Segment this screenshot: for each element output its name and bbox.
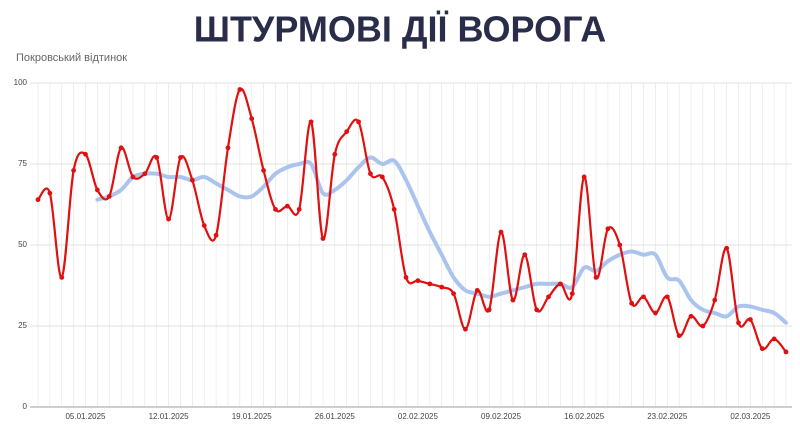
data-point [700, 323, 706, 329]
x-tick-label: 09.02.2025 [481, 412, 522, 421]
data-point [166, 216, 172, 222]
data-point [534, 307, 540, 313]
data-point [641, 294, 646, 300]
data-point [35, 197, 41, 203]
data-point [736, 320, 741, 326]
data-point [783, 349, 789, 355]
x-tick-label: 02.03.2025 [730, 412, 771, 421]
data-point [558, 281, 563, 287]
y-tick-label: 100 [14, 78, 28, 87]
data-point [581, 174, 587, 180]
data-point [724, 245, 730, 251]
data-point [617, 242, 623, 248]
data-point [747, 317, 753, 322]
x-tick-label: 02.02.2025 [398, 412, 439, 421]
data-point [368, 171, 373, 177]
series-line [36, 87, 788, 354]
data-point [59, 275, 65, 280]
x-tick-label: 19.01.2025 [232, 412, 273, 421]
data-point [712, 297, 718, 303]
data-point [652, 310, 658, 316]
data-point [83, 151, 88, 157]
data-point [463, 326, 468, 332]
data-point [605, 226, 611, 232]
data-point [510, 297, 516, 303]
data-point [213, 232, 219, 238]
data-point [569, 291, 575, 296]
x-tick-label: 16.02.2025 [564, 412, 605, 421]
data-point [474, 287, 480, 293]
data-point [593, 275, 599, 280]
data-point [273, 206, 278, 212]
data-point [344, 129, 350, 135]
data-point [284, 203, 290, 209]
data-point [47, 190, 53, 196]
data-point [771, 336, 777, 342]
data-point [688, 313, 694, 319]
data-point [546, 294, 551, 300]
data-point [522, 252, 528, 258]
x-tick-label: 26.01.2025 [315, 412, 356, 421]
y-tick-label: 0 [23, 402, 28, 411]
data-point [320, 236, 326, 241]
data-point [439, 284, 445, 290]
data-point [130, 174, 136, 180]
data-point [486, 307, 492, 313]
data-point [106, 194, 112, 199]
chart-subtitle: Покровський відтинок [16, 52, 127, 64]
data-point [249, 116, 255, 122]
data-point [308, 119, 314, 125]
data-point [261, 168, 266, 173]
data-point [201, 223, 207, 228]
data-point [759, 346, 765, 352]
data-point [142, 171, 148, 177]
data-point [415, 278, 421, 284]
data-point [154, 155, 160, 160]
data-point [189, 177, 195, 183]
data-point [379, 174, 385, 180]
data-point [427, 281, 433, 287]
x-tick-label: 23.02.2025 [647, 412, 688, 421]
data-point [391, 206, 397, 212]
data-point [118, 145, 124, 151]
data-point [356, 119, 361, 125]
data-point [403, 275, 409, 280]
data-point [237, 87, 243, 92]
data-point [178, 155, 183, 160]
x-tick-label: 05.01.2025 [65, 412, 106, 421]
data-point [498, 229, 504, 235]
data-point [296, 206, 302, 212]
data-point [664, 294, 670, 300]
x-tick-label: 12.01.2025 [149, 412, 190, 421]
data-point [94, 187, 100, 193]
series-line [95, 155, 788, 325]
data-point [676, 333, 682, 339]
y-tick-label: 25 [18, 321, 27, 330]
y-tick-label: 50 [18, 240, 27, 249]
data-point [332, 151, 338, 157]
data-point [629, 300, 635, 306]
chart-title: ШТУРМОВІ ДІЇ ВОРОГА [194, 9, 606, 50]
data-point [71, 168, 77, 173]
y-tick-label: 75 [18, 159, 27, 168]
data-point [225, 145, 231, 151]
data-point [451, 291, 456, 296]
